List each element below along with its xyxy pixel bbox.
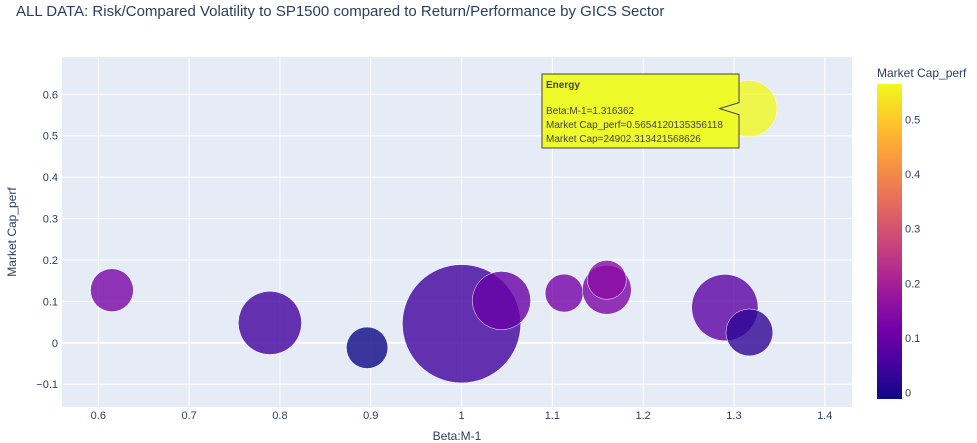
y-tick-labels: −0.1 0 0.1 0.2 0.3 0.4 0.5 0.6 xyxy=(36,89,58,391)
colorbar-tick-label: 0.3 xyxy=(905,224,920,236)
x-tick-label: 1.2 xyxy=(636,410,651,422)
y-tick-label: 0.2 xyxy=(43,255,58,267)
colorbar-tick-label: 0 xyxy=(905,387,911,399)
y-tick-label: 0.6 xyxy=(43,89,58,101)
colorbar-tick-label: 0.4 xyxy=(905,169,920,181)
colorbar-tick-label: 0.5 xyxy=(905,114,920,126)
hover-line-2: Market Cap_perf=0.5654120135356118 xyxy=(546,120,723,131)
x-tick-label: 1.4 xyxy=(817,410,832,422)
x-tick-label: 0.8 xyxy=(272,410,287,422)
y-tick-label: 0.1 xyxy=(43,296,58,308)
colorbar-ticks: 0 0.1 0.2 0.3 0.4 0.5 xyxy=(905,114,920,399)
hover-title: Energy xyxy=(546,80,580,91)
colorbar-tick-label: 0.1 xyxy=(905,333,920,345)
x-tick-label: 0.7 xyxy=(181,410,196,422)
data-point[interactable] xyxy=(346,326,389,369)
y-tick-label: −0.1 xyxy=(36,379,58,391)
x-tick-label: 1 xyxy=(458,410,464,422)
y-tick-label: 0 xyxy=(52,338,58,350)
data-point[interactable] xyxy=(544,273,584,313)
x-tick-label: 0.9 xyxy=(363,410,378,422)
hover-line-3: Market Cap=24902.313421568626 xyxy=(546,134,701,145)
hover-tooltip: Energy Beta:M-1=1.316362 Market Cap_perf… xyxy=(541,73,740,149)
x-tick-label: 1.1 xyxy=(545,410,560,422)
y-tick-label: 0.5 xyxy=(43,131,58,143)
y-tick-label: 0.3 xyxy=(43,214,58,226)
data-point[interactable] xyxy=(472,271,531,330)
x-tick-label: 1.3 xyxy=(726,410,741,422)
x-tick-label: 0.6 xyxy=(91,410,106,422)
data-point[interactable] xyxy=(238,291,302,355)
hover-box xyxy=(541,73,740,149)
chart-title: ALL DATA: Risk/Compared Volatility to SP… xyxy=(16,3,664,20)
x-tick-labels: 0.6 0.7 0.8 0.9 1 1.1 1.2 1.3 1.4 xyxy=(91,410,833,422)
hover-line-1: Beta:M-1=1.316362 xyxy=(546,106,635,117)
data-point[interactable] xyxy=(587,260,627,300)
y-tick-label: 0.4 xyxy=(43,172,58,184)
data-point[interactable] xyxy=(90,268,134,312)
y-axis-title: Market Cap_perf xyxy=(5,187,19,277)
data-point[interactable] xyxy=(725,308,774,357)
colorbar xyxy=(877,84,902,399)
colorbar-title: Market Cap_perf xyxy=(877,66,967,80)
x-axis-title: Beta:M-1 xyxy=(433,429,482,443)
colorbar-tick-label: 0.2 xyxy=(905,278,920,290)
